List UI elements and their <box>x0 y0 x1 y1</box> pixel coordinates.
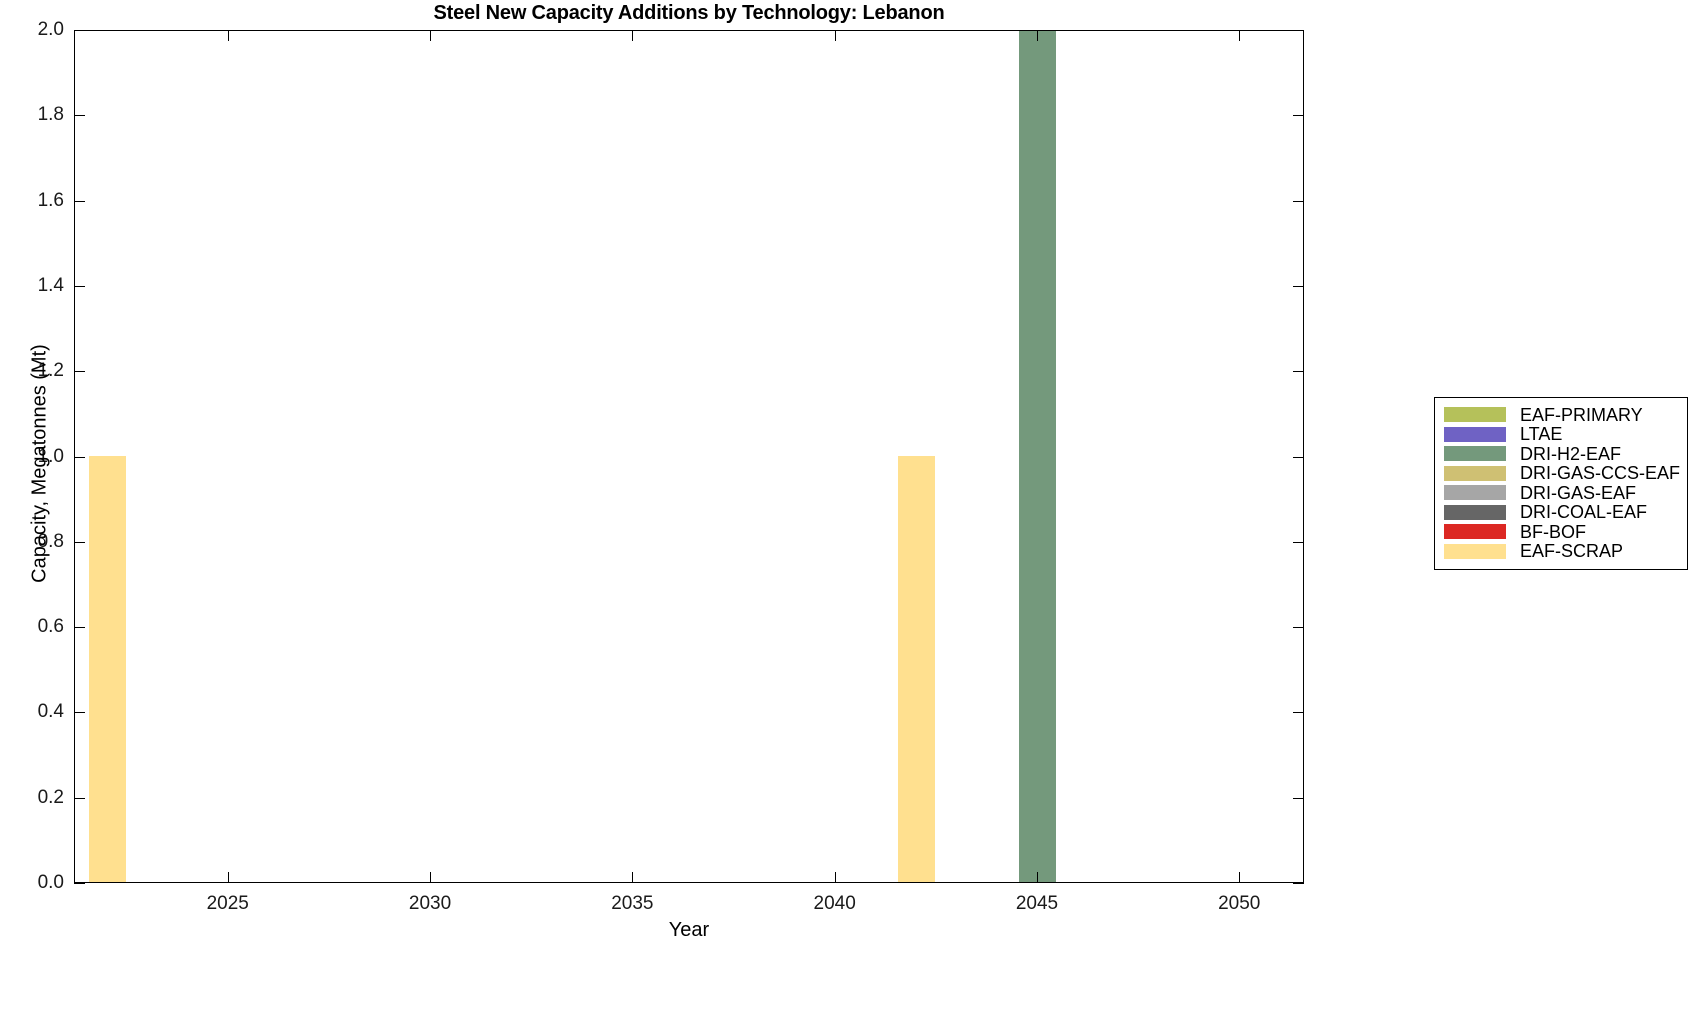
legend-item-eaf-primary[interactable]: EAF-PRIMARY <box>1435 405 1687 425</box>
legend-color-swatch <box>1444 426 1506 442</box>
legend-item-dri-gas-ccs-eaf[interactable]: DRI-GAS-CCS-EAF <box>1435 464 1687 484</box>
x-tick-label: 2035 <box>611 893 654 914</box>
x-tick-mark <box>632 872 634 883</box>
y-tick-label: 1.4 <box>37 274 64 296</box>
x-tick-label: 2045 <box>1015 893 1059 914</box>
legend-item-label: DRI-GAS-EAF <box>1520 482 1637 503</box>
legend-item-dri-h2-eaf[interactable]: DRI-H2-EAF <box>1435 444 1687 464</box>
x-tick-label: 2050 <box>1218 893 1261 914</box>
y-tick-mark <box>1293 115 1304 117</box>
legend-item-label: DRI-H2-EAF <box>1520 443 1622 464</box>
legend-item-label: DRI-COAL-EAF <box>1520 502 1648 523</box>
y-tick-label: 1.2 <box>37 360 64 382</box>
y-tick-mark <box>74 627 85 629</box>
x-tick-mark <box>430 30 432 41</box>
y-tick-label: 0.6 <box>37 616 64 638</box>
y-tick-mark <box>74 115 85 117</box>
x-tick-mark <box>834 872 836 883</box>
y-tick-mark <box>1293 30 1304 31</box>
x-axis-label: Year <box>668 919 710 941</box>
y-tick-label: 1.0 <box>37 445 64 467</box>
y-tick-label: 1.6 <box>37 189 64 211</box>
x-tick-mark <box>1239 872 1241 883</box>
y-tick-mark <box>1293 627 1304 629</box>
y-tick-mark <box>1293 285 1304 287</box>
legend-item-dri-gas-eaf[interactable]: DRI-GAS-EAF <box>1435 483 1687 503</box>
plot-area <box>74 30 1304 883</box>
y-tick-mark <box>74 712 85 714</box>
x-tick-label: 2040 <box>813 893 856 914</box>
y-tick-mark <box>74 285 85 287</box>
y-tick-mark <box>1293 200 1304 202</box>
legend-color-swatch <box>1444 543 1506 559</box>
y-tick-label: 0.0 <box>37 872 64 893</box>
y-tick-mark <box>74 30 85 31</box>
x-tick-mark <box>632 30 634 41</box>
y-tick-mark <box>74 456 85 458</box>
y-tick-mark <box>74 371 85 373</box>
bar <box>1019 31 1057 882</box>
legend-color-swatch <box>1444 446 1506 462</box>
y-tick-mark <box>1293 371 1304 373</box>
legend-item-label: EAF-PRIMARY <box>1520 404 1643 425</box>
y-tick-label: 1.8 <box>37 104 64 126</box>
x-tick-mark <box>1239 30 1241 41</box>
y-tick-label: 0.2 <box>37 786 64 808</box>
y-axis-label: Capacity, Megatonnes (Mt) <box>28 344 51 583</box>
x-tick-label: 2025 <box>206 893 249 914</box>
legend-item-ltae[interactable]: LTAE <box>1435 425 1687 445</box>
y-tick-mark <box>74 797 85 799</box>
x-tick-mark <box>834 30 836 41</box>
y-tick-mark <box>74 883 85 884</box>
legend-item-label: EAF-SCRAP <box>1520 541 1624 562</box>
legend-item-label: DRI-GAS-CCS-EAF <box>1520 463 1681 484</box>
legend-item-dri-coal-eaf[interactable]: DRI-COAL-EAF <box>1435 503 1687 523</box>
legend-item-bf-bof[interactable]: BF-BOF <box>1435 522 1687 542</box>
legend: EAF-PRIMARY LTAE DRI-H2-EAF DRI-GAS-CCS-EAF… <box>1434 397 1688 570</box>
x-tick-mark <box>1036 872 1038 883</box>
legend-color-swatch <box>1444 524 1506 540</box>
y-tick-mark <box>74 541 85 543</box>
x-tick-label: 2030 <box>408 893 452 914</box>
y-tick-label: 0.4 <box>37 701 64 723</box>
x-tick-mark <box>430 872 432 883</box>
bar <box>898 455 936 882</box>
y-tick-mark <box>1293 712 1304 714</box>
y-tick-mark <box>1293 883 1304 884</box>
legend-item-label: LTAE <box>1520 424 1563 445</box>
legend-color-swatch <box>1444 485 1506 501</box>
legend-color-swatch <box>1444 465 1506 481</box>
x-tick-mark <box>227 872 229 883</box>
y-tick-mark <box>1293 797 1304 799</box>
legend-color-swatch <box>1444 407 1506 423</box>
bar <box>88 455 126 882</box>
page-title: Steel New Capacity Additions by Technolo… <box>433 2 945 24</box>
y-tick-mark <box>74 200 85 202</box>
legend-color-swatch <box>1444 504 1506 520</box>
x-tick-mark <box>227 30 229 41</box>
x-tick-mark <box>1036 30 1038 41</box>
y-tick-label: 2.0 <box>37 19 64 40</box>
y-tick-mark <box>1293 456 1304 458</box>
y-tick-mark <box>1293 541 1304 543</box>
legend-item-label: BF-BOF <box>1520 521 1586 542</box>
y-tick-label: 0.8 <box>37 530 64 552</box>
legend-item-eaf-scrap[interactable]: EAF-SCRAP <box>1435 542 1687 562</box>
